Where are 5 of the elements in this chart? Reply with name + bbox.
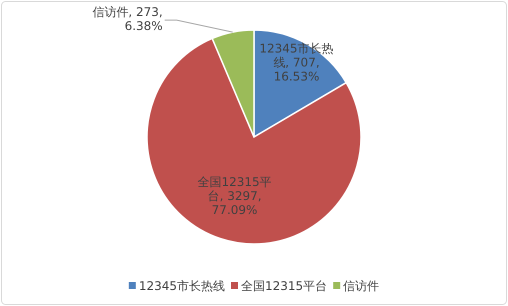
data-label: 全国12315平台, 3297, 77.09% bbox=[197, 174, 272, 217]
data-label: 信访件, 273, 6.38% bbox=[92, 5, 163, 34]
legend-label: 信访件 bbox=[343, 279, 380, 293]
legend-label: 12345市长热线 bbox=[138, 279, 225, 293]
legend-label: 全国12315平台 bbox=[241, 279, 328, 293]
